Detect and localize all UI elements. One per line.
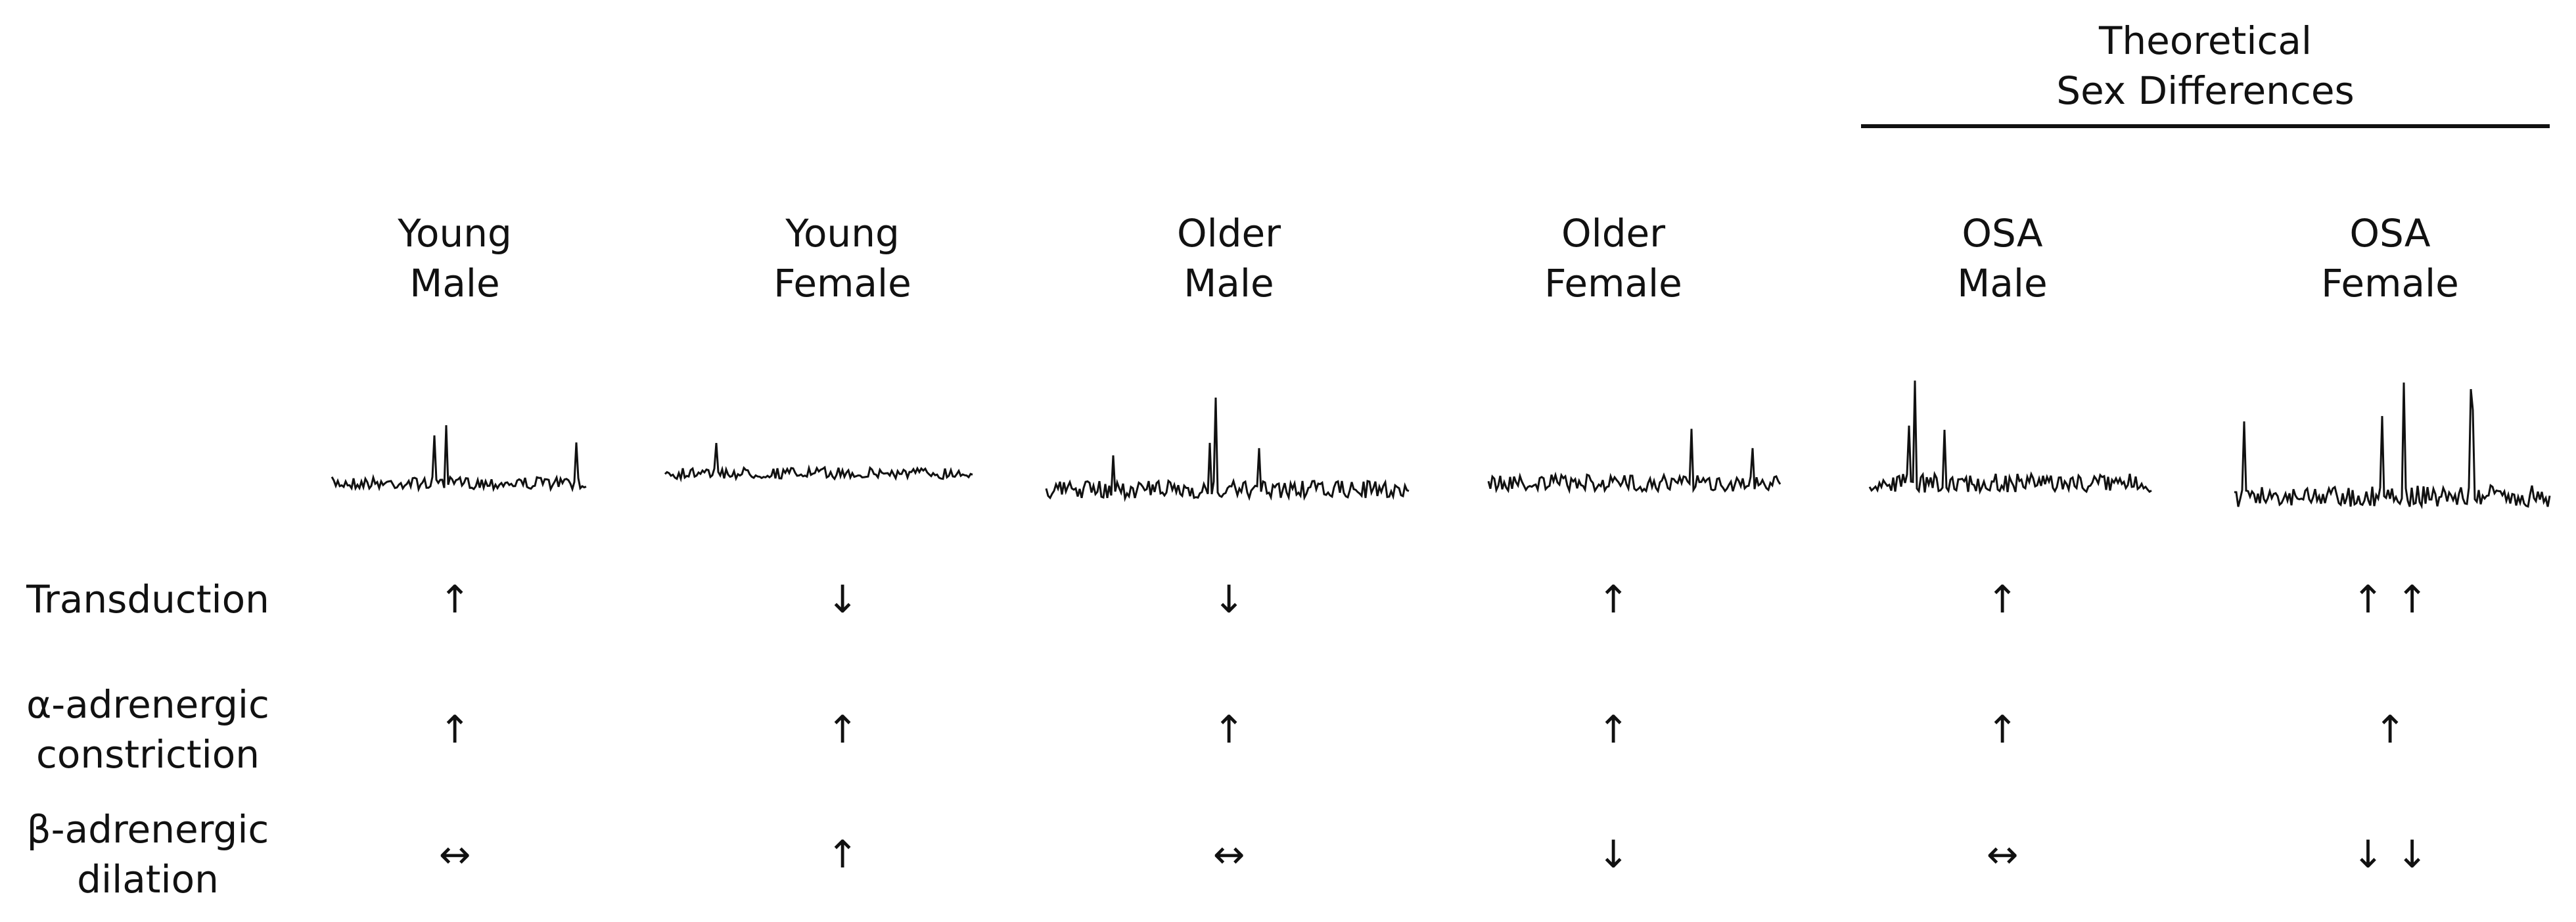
label-line: Young [785,211,900,256]
msna-trace [664,442,973,483]
label-line: Theoretical [2098,18,2312,63]
arrow-cell: ↑ ↑ [2352,577,2428,622]
column-header: Young Female [773,208,911,308]
row-label: α-adrenergic constriction [26,680,269,779]
arrow-cell: ↑ [438,577,471,622]
label-line: Transduction [26,577,269,622]
arrow-cell: ↑ [1212,707,1245,752]
arrow-cell: ↑ [1986,707,2019,752]
column-header: OSA Male [1957,208,2047,308]
arrow-cell: ↔ [438,832,471,877]
label-line: Male [1184,261,1274,306]
msna-trace [1045,397,1410,502]
column-header: Older Female [1544,208,1682,308]
msna-trace [1487,428,1782,494]
group-rule [1861,124,2550,128]
label-line: constriction [35,732,260,777]
label-line: Male [1957,261,2048,306]
row-label: β-adrenergic dilation [27,804,269,904]
arrow-cell: ↑ [1597,707,1630,752]
label-line: dilation [77,857,219,902]
arrow-cell: ↔ [1212,832,1245,877]
label-line: OSA [1962,211,2043,256]
arrow-cell: ↓ [1212,577,1245,622]
label-line: Older [1561,211,1666,256]
label-line: Older [1176,211,1281,256]
label-line: Female [773,261,911,306]
label-line: β-adrenergic [26,807,269,852]
msna-trace [1868,380,2152,495]
label-line: α-adrenergic [26,682,269,727]
arrow-cell: ↓ ↓ [2352,832,2428,877]
arrow-cell: ↑ [438,707,471,752]
label-line: Young [398,211,512,256]
column-header: Young Male [398,208,512,308]
arrow-cell: ↑ [2374,707,2406,752]
column-header: OSA Female [2321,208,2459,308]
arrow-cell: ↑ [1986,577,2019,622]
msna-trace [331,425,587,493]
label-line: OSA [2349,211,2431,256]
label-line: Female [1544,261,1682,306]
arrow-cell: ↓ [1597,832,1630,877]
arrow-cell: ↔ [1986,832,2019,877]
arrow-cell: ↑ [826,707,859,752]
row-label: Transduction [26,574,269,624]
label-line: Sex Differences [2056,68,2355,113]
msna-trace [2234,382,2551,510]
column-header: Older Male [1177,208,1281,308]
arrow-cell: ↑ [826,832,859,877]
arrow-cell: ↓ [826,577,859,622]
label-line: Male [409,261,500,306]
arrow-cell: ↑ [1597,577,1630,622]
group-header: Theoretical Sex Differences [2056,16,2354,116]
label-line: Female [2321,261,2459,306]
